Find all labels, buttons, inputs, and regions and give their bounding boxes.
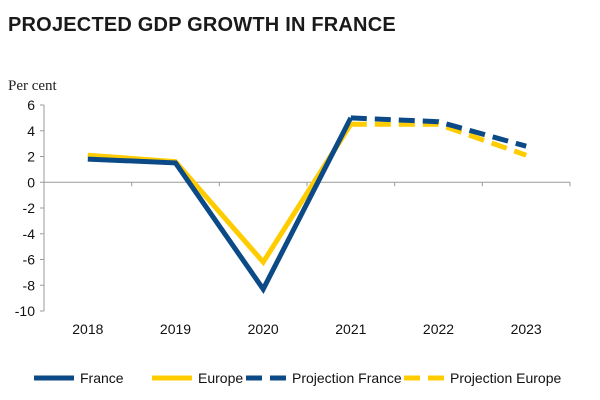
y-axis-label: Per cent bbox=[8, 78, 58, 94]
legend-label-projection-europe: Projection Europe bbox=[450, 370, 562, 386]
legend-label-france: France bbox=[80, 370, 124, 386]
series-line-projection-europe bbox=[350, 121, 528, 158]
y-tick-label: 6 bbox=[27, 97, 35, 113]
series-line-europe bbox=[87, 122, 353, 267]
y-tick-label: -6 bbox=[23, 252, 36, 268]
x-tick-label: 2019 bbox=[160, 321, 191, 337]
legend: France Europe Projection France Projection … bbox=[34, 370, 562, 386]
series-line-france bbox=[87, 116, 354, 294]
x-tick-label: 2020 bbox=[248, 321, 279, 337]
y-tick-label: -8 bbox=[23, 277, 36, 293]
x-tick-label: 2023 bbox=[511, 321, 542, 337]
y-tick-label: 0 bbox=[27, 174, 35, 190]
y-tick-label: -4 bbox=[23, 226, 36, 242]
chart-title: PROJECTED GDP GROWTH IN FRANCE bbox=[8, 14, 396, 36]
legend-label-europe: Europe bbox=[198, 370, 243, 386]
y-tick-label: -2 bbox=[23, 200, 36, 216]
axes: 6 4 2 0 -2 -4 -6 -8 -10 2018 2019 2020 2021 2022 2023 bbox=[15, 97, 571, 337]
x-tick-label: 2022 bbox=[423, 321, 454, 337]
y-tick-label: 4 bbox=[27, 123, 35, 139]
y-tick-label: 2 bbox=[27, 149, 35, 165]
x-tick-label: 2021 bbox=[335, 321, 366, 337]
x-tick-label: 2018 bbox=[72, 321, 103, 337]
series-line-projection-france bbox=[350, 115, 527, 149]
legend-label-projection-france: Projection France bbox=[292, 370, 402, 386]
series-layer bbox=[87, 115, 528, 294]
y-tick-label: -10 bbox=[15, 303, 35, 319]
